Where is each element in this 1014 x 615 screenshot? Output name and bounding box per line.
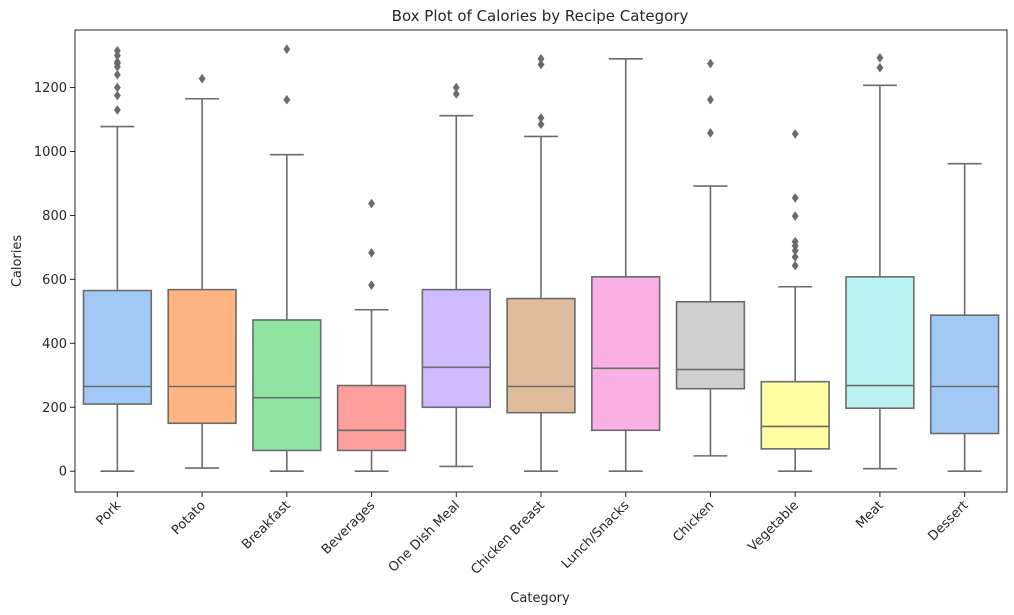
y-tick-label: 400 (42, 337, 67, 352)
x-tick-label: Dessert (926, 498, 972, 544)
outlier-point (791, 260, 799, 271)
box-iqr (252, 319, 322, 452)
y-axis: 0 200 400 600 800 1000 1200 (34, 81, 75, 480)
outlier-point (283, 44, 291, 55)
outlier-point (113, 45, 121, 56)
box-group (929, 162, 1000, 473)
outlier-point (537, 59, 545, 70)
x-tick-label: One Dish Meal (386, 498, 463, 575)
x-tick-label: Potato (169, 498, 209, 538)
box-group (591, 57, 661, 473)
box-group (336, 198, 407, 473)
y-axis-label: Calories (10, 235, 25, 288)
x-axis-label: Category (510, 591, 570, 606)
y-tick-label: 1000 (34, 145, 67, 160)
y-tick-label: 800 (42, 209, 67, 224)
box-iqr (82, 289, 153, 405)
outlier-point (283, 94, 291, 105)
box-group (252, 44, 322, 473)
outlier-point (791, 192, 799, 203)
y-tick-label: 200 (42, 401, 67, 416)
outlier-point (368, 280, 376, 291)
x-tick-label: Vegetable (745, 498, 802, 555)
plot-area (82, 44, 1000, 473)
outlier-point (791, 252, 799, 262)
outlier-point (791, 211, 799, 221)
outlier-point (791, 128, 799, 139)
box-group (760, 128, 830, 473)
outlier-point (706, 94, 714, 105)
chart-title: Box Plot of Calories by Recipe Category (392, 7, 689, 25)
outlier-point (113, 57, 121, 67)
outlier-point (537, 53, 545, 64)
box-iqr (760, 380, 830, 450)
x-tick-label: Lunch/Snacks (559, 498, 633, 572)
box-group (421, 82, 491, 468)
y-tick-label: 600 (42, 273, 67, 288)
box-iqr (675, 300, 746, 390)
box-group (506, 53, 576, 473)
x-tick-label: Breakfast (239, 498, 293, 552)
x-tick-label: Chicken Breast (468, 498, 547, 577)
outlier-point (537, 119, 545, 130)
x-tick-label: Beverages (319, 498, 379, 558)
outlier-point (706, 128, 714, 138)
box-iqr (421, 288, 491, 409)
box-iqr (845, 276, 915, 410)
box-group (82, 45, 153, 473)
outlier-point (113, 90, 121, 101)
box-iqr (591, 276, 661, 432)
outlier-point (113, 69, 121, 80)
x-tick-label: Chicken (670, 498, 717, 545)
outlier-point (452, 82, 460, 93)
outlier-point (198, 73, 206, 84)
box-group (675, 58, 746, 457)
outlier-point (876, 62, 884, 73)
y-tick-label: 1200 (34, 81, 67, 96)
outlier-point (791, 236, 799, 247)
outlier-point (368, 198, 376, 209)
box-iqr (167, 288, 237, 425)
x-axis: Pork Potato Breakfast Beverages One Dish Mea… (94, 492, 972, 578)
box-iqr (506, 297, 576, 414)
y-tick-label: 0 (59, 465, 67, 480)
box-group (167, 73, 237, 469)
outlier-point (706, 58, 714, 69)
outlier-point (368, 247, 376, 258)
outlier-point (452, 89, 460, 99)
outlier-point (113, 105, 121, 115)
outlier-point (876, 52, 884, 63)
box-iqr (929, 314, 1000, 435)
x-tick-label: Pork (94, 498, 125, 529)
outlier-point (113, 82, 121, 93)
x-tick-label: Meat (853, 498, 886, 531)
box-iqr (336, 384, 407, 452)
box-group (845, 52, 915, 470)
outlier-point (537, 113, 545, 123)
